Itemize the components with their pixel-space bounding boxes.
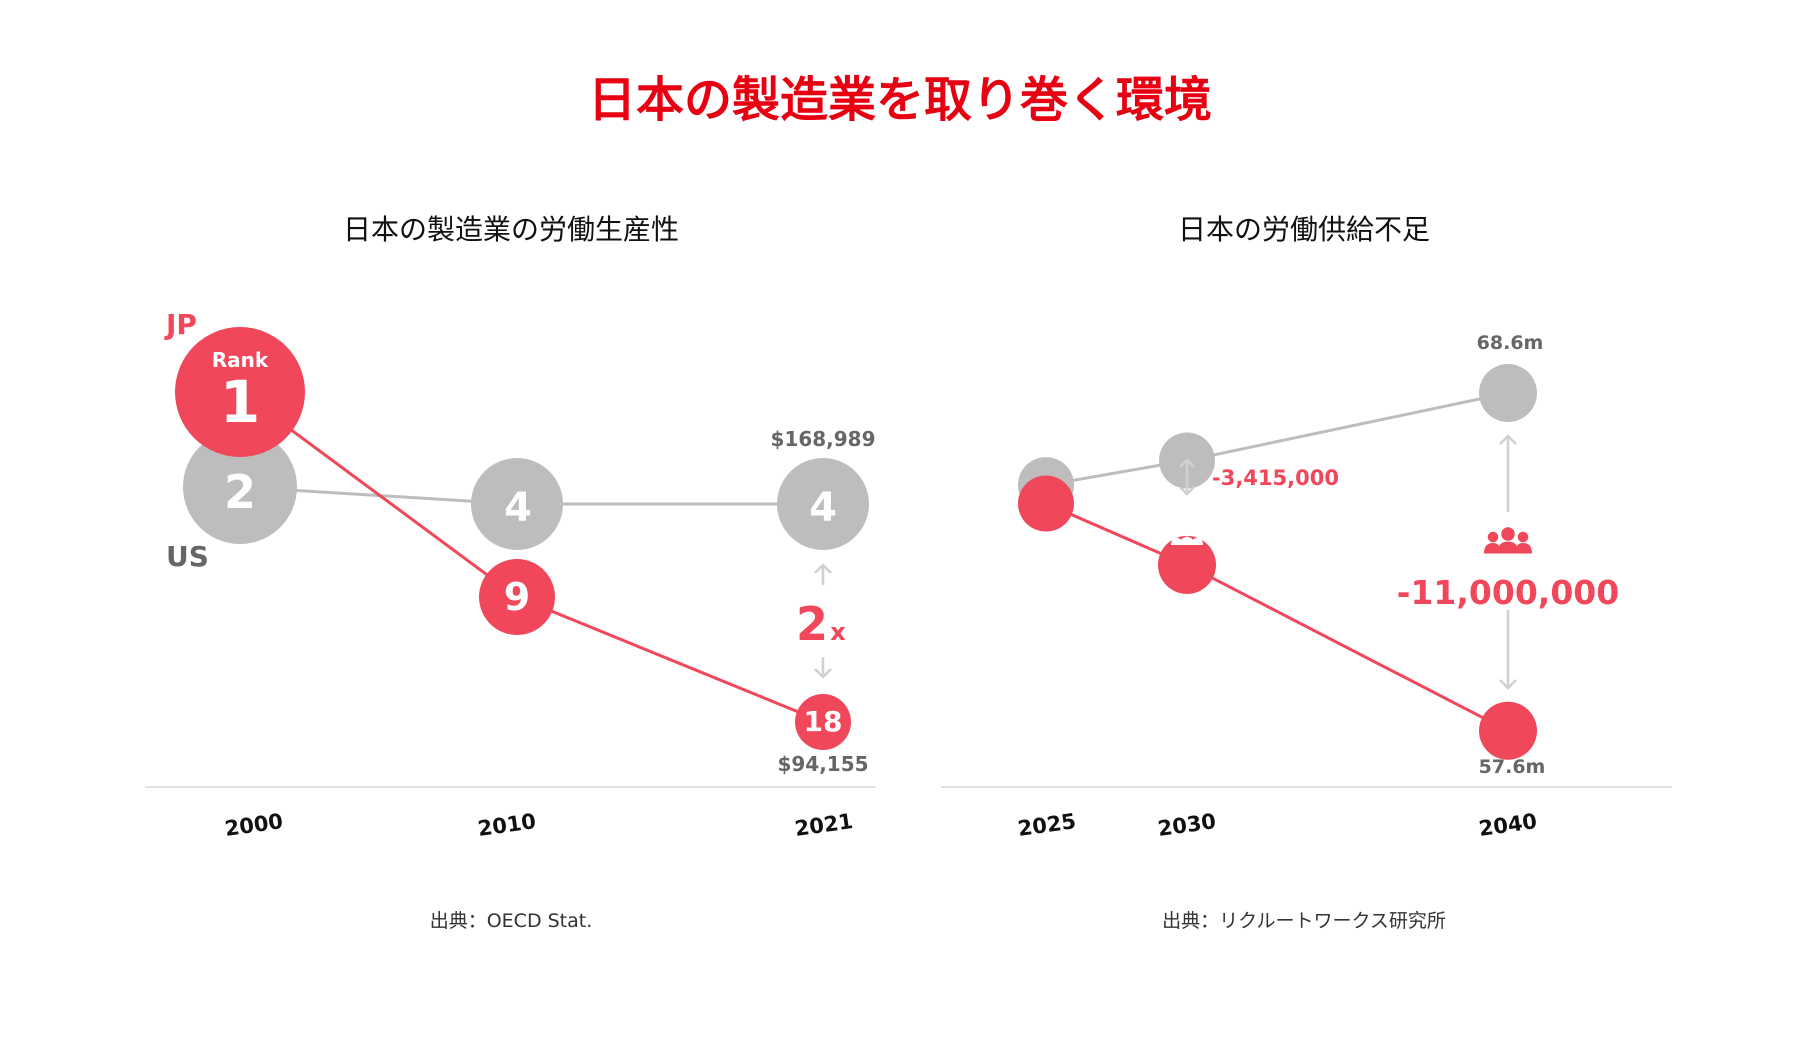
chart1-jp-value-2021: $94,155 — [777, 752, 868, 776]
people-icon — [1171, 527, 1203, 545]
main-title: 日本の製造業を取り巻く環境 — [587, 72, 1212, 128]
chart1-legend-jp: JP — [164, 308, 197, 341]
chart1-jp-rank-label: 9 — [504, 575, 530, 619]
chart1-us-point — [777, 458, 869, 550]
chart2-source: 出典：リクルートワークス研究所 — [1162, 910, 1446, 932]
chart1-up-arrow — [814, 563, 832, 585]
chart2-down-arrow-2040 — [1499, 610, 1517, 690]
chart1-us-point — [183, 430, 297, 544]
people-icon — [1030, 428, 1062, 446]
chart1-us-rank-label: 4 — [504, 485, 532, 531]
chart1-us-rank-label: 4 — [809, 485, 837, 531]
chart2-x-tick: 2030 — [1156, 809, 1217, 841]
chart2-supply-2040: 57.6m — [1479, 756, 1546, 778]
chart1-jp-rank-label: 1 — [220, 368, 260, 436]
chart2-supply-line — [1045, 502, 1509, 733]
chart1-title: 日本の製造業の労働生産性 — [342, 213, 679, 246]
chart2-gap-2030: -3,415,000 — [1212, 466, 1339, 490]
chart1-down-arrow — [814, 657, 832, 679]
chart1-jp-rank-label: 18 — [804, 705, 843, 738]
chart1-jp-point — [479, 559, 555, 635]
chart2-supply-point — [1018, 475, 1074, 532]
chart2-title: 日本の労働供給不足 — [1177, 213, 1430, 246]
chart1-us-value-2021: $168,989 — [770, 427, 875, 451]
chart1-ratio-number: 2 — [796, 597, 828, 651]
labor-shortage-chart: 2025 2030 2040 -3,415,000 -11,000,000 68… — [941, 332, 1672, 841]
chart1-us-rank-label: 2 — [224, 465, 256, 519]
chart1-rank-word: Rank — [212, 348, 269, 372]
chart1-jp-point — [795, 694, 851, 750]
chart2-up-arrow-2040 — [1499, 434, 1517, 512]
chart2-supply-point — [1479, 701, 1537, 760]
chart2-gap-arrow-2030 — [1179, 458, 1195, 496]
chart1-us-point — [471, 458, 563, 550]
chart1-source: 出典：OECD Stat. — [429, 910, 593, 932]
people-icon — [1484, 527, 1532, 554]
chart2-demand-point — [1479, 364, 1537, 422]
chart1-jp-point — [175, 327, 305, 457]
chart2-x-tick: 2040 — [1477, 809, 1538, 841]
chart2-supply-point — [1158, 535, 1216, 594]
chart2-gap-2040: -11,000,000 — [1397, 573, 1619, 612]
chart1-ratio-unit: x — [830, 618, 846, 646]
chart2-demand-2040: 68.6m — [1477, 332, 1544, 354]
chart1-legend-us: US — [166, 540, 209, 573]
productivity-rank-chart: 2000 2010 2021 2 4 4 Rank 1 9 18 JP US $… — [145, 308, 876, 841]
chart2-x-tick: 2025 — [1016, 809, 1077, 841]
